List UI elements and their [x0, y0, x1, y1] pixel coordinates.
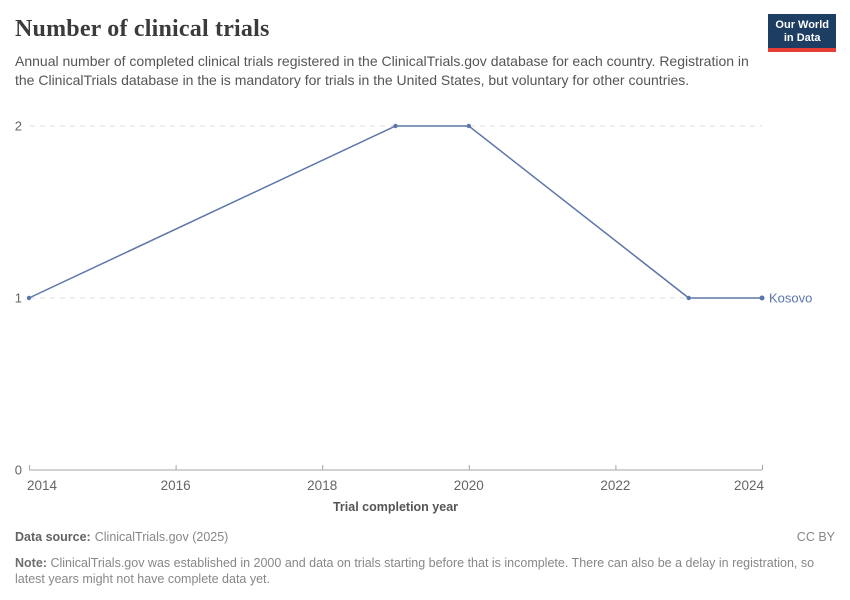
- data-point[interactable]: [393, 123, 398, 129]
- x-tick-label: 2018: [307, 478, 337, 493]
- trend-line: [28, 125, 763, 299]
- data-source: Data source: ClinicalTrials.gov (2025): [15, 529, 228, 546]
- chart-header: Number of clinical trials Our World in D…: [0, 0, 850, 91]
- x-axis-title: Trial completion year: [333, 500, 458, 514]
- note-text: ClinicalTrials.gov was established in 20…: [15, 555, 815, 587]
- y-tick-label: 2: [15, 119, 22, 134]
- data-source-link[interactable]: ClinicalTrials.gov (2025): [94, 530, 229, 544]
- series-label[interactable]: Kosovo: [769, 291, 812, 306]
- source-row: Data source: ClinicalTrials.gov (2025) CC…: [15, 529, 835, 546]
- x-tick-label: 2024: [734, 478, 765, 493]
- y-tick-label: 0: [15, 463, 22, 478]
- y-tick-label: 1: [15, 291, 22, 306]
- x-tick-label: 2016: [161, 478, 191, 493]
- chart-canvas: 0 1 2 2014 2016 2018 2020 2022 2024 Trial complet…: [15, 119, 813, 515]
- license-link[interactable]: CC BY: [796, 530, 835, 544]
- chart-subtitle: Annual number of completed clinical tria…: [15, 53, 749, 89]
- x-tick-label: 2020: [454, 478, 484, 493]
- x-tick-label: 2022: [600, 478, 630, 493]
- x-tick-label: 2014: [27, 478, 58, 493]
- logo-line1: Our World: [775, 19, 829, 31]
- data-point[interactable]: [759, 295, 765, 301]
- chart-area: 0 1 2 2014 2016 2018 2020 2022 2024 Trial complet…: [0, 110, 850, 515]
- data-point[interactable]: [466, 123, 471, 129]
- data-point[interactable]: [686, 295, 691, 301]
- data-point[interactable]: [26, 295, 32, 301]
- page-title: Number of clinical trials: [15, 16, 270, 42]
- data-source-label: Data source:: [15, 530, 91, 544]
- chart-footer: Data source: ClinicalTrials.gov (2025) CC…: [15, 529, 835, 588]
- note-label: Note:: [15, 555, 47, 570]
- owid-logo[interactable]: Our World in Data: [768, 14, 836, 52]
- chart-export: Number of clinical trials Our World in D…: [0, 0, 850, 586]
- logo-line2: in Data: [783, 32, 821, 44]
- note: Note: ClinicalTrials.gov was established…: [15, 555, 827, 588]
